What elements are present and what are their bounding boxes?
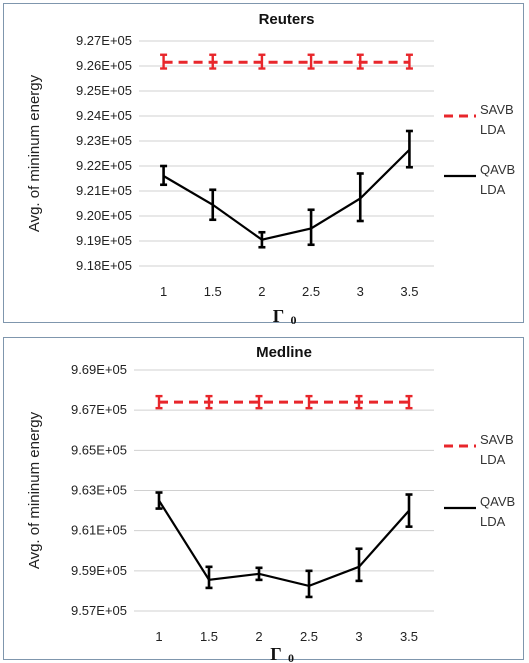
- reuters-ytick-label: 9.19E+05: [76, 233, 132, 248]
- medline-ytick-label: 9.65E+05: [71, 442, 127, 457]
- medline-ytick-label: 9.67E+05: [71, 402, 127, 417]
- medline-ylabel: Avg. of mininum energy: [26, 411, 43, 569]
- medline-chart-panel: 9.57E+05 9.59E+05 9.61E+05 9.63E+05 9.65E+05…: [3, 337, 524, 663]
- medline-xtick-label: 3.5: [400, 629, 418, 644]
- reuters-title: Reuters: [259, 11, 315, 28]
- medline-legend-savb-label-line1: SAVB: [480, 432, 514, 447]
- reuters-xtick-label: 1.5: [204, 284, 222, 299]
- medline-xtick-label: 2: [255, 629, 262, 644]
- medline-legend-savb-label-line2: LDA: [480, 452, 506, 467]
- reuters-legend-qavb-label-line1: QAVB: [480, 162, 515, 177]
- reuters-xtick-label: 3.5: [400, 284, 418, 299]
- medline-ytick-label: 9.61E+05: [71, 523, 127, 538]
- reuters-legend-qavb-label-line2: LDA: [480, 182, 506, 197]
- reuters-ytick-label: 9.23E+05: [76, 133, 132, 148]
- medline-title: Medline: [256, 344, 312, 361]
- reuters-chart: 9.18E+05 9.19E+05 9.20E+05 9.21E+05 9.22E+05…: [26, 11, 515, 327]
- reuters-xtick-label: 3: [357, 284, 364, 299]
- reuters-ytick-label: 9.25E+05: [76, 83, 132, 98]
- reuters-ylabel: Avg. of mininum energy: [26, 74, 43, 232]
- medline-xtick-label: 3: [355, 629, 362, 644]
- medline-chart: 9.57E+05 9.59E+05 9.61E+05 9.63E+05 9.65E+05…: [26, 344, 515, 663]
- reuters-xtick-label: 1: [160, 284, 167, 299]
- reuters-ytick-label: 9.20E+05: [76, 208, 132, 223]
- medline-xtick-label: 2.5: [300, 629, 318, 644]
- medline-ytick-label: 9.59E+05: [71, 563, 127, 578]
- reuters-ytick-label: 9.27E+05: [76, 33, 132, 48]
- reuters-legend-savb-label-line1: SAVB: [480, 102, 514, 117]
- reuters-xtick-label: 2: [258, 284, 265, 299]
- reuters-legend-savb-label-line2: LDA: [480, 122, 506, 137]
- reuters-xtick-label: 2.5: [302, 284, 320, 299]
- reuters-ytick-label: 9.22E+05: [76, 158, 132, 173]
- reuters-ytick-label: 9.26E+05: [76, 58, 132, 73]
- medline-ytick-label: 9.63E+05: [71, 483, 127, 498]
- medline-xtick-label: 1: [155, 629, 162, 644]
- medline-ytick-label: 9.69E+05: [71, 362, 127, 377]
- reuters-chart-panel: 9.18E+05 9.19E+05 9.20E+05 9.21E+05 9.22E+05…: [3, 3, 524, 327]
- medline-xtick-label: 1.5: [200, 629, 218, 644]
- reuters-xlabel-subscript: 0: [291, 313, 297, 327]
- medline-ytick-label: 9.57E+05: [71, 603, 127, 618]
- medline-legend-qavb-label-line2: LDA: [480, 514, 506, 529]
- medline-legend-qavb-label-line1: QAVB: [480, 494, 515, 509]
- medline-qavb-line: [158, 499, 410, 588]
- reuters-xlabel: Γ: [273, 306, 284, 326]
- medline-xlabel: Γ: [270, 644, 281, 663]
- reuters-ytick-label: 9.18E+05: [76, 258, 132, 273]
- reuters-qavb-line: [163, 148, 411, 241]
- medline-xlabel-subscript: 0: [288, 651, 294, 663]
- reuters-ytick-label: 9.21E+05: [76, 183, 132, 198]
- reuters-ytick-label: 9.24E+05: [76, 108, 132, 123]
